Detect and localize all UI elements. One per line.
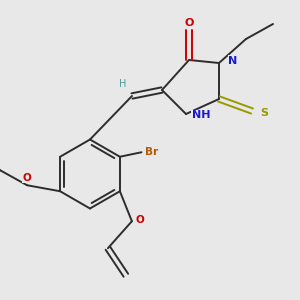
- Text: H: H: [119, 79, 127, 89]
- Text: N: N: [229, 56, 238, 66]
- Text: O: O: [184, 17, 194, 28]
- Text: NH: NH: [192, 110, 210, 121]
- Text: O: O: [23, 173, 32, 183]
- Text: O: O: [136, 215, 145, 225]
- Text: Br: Br: [145, 147, 158, 157]
- Text: S: S: [260, 107, 268, 118]
